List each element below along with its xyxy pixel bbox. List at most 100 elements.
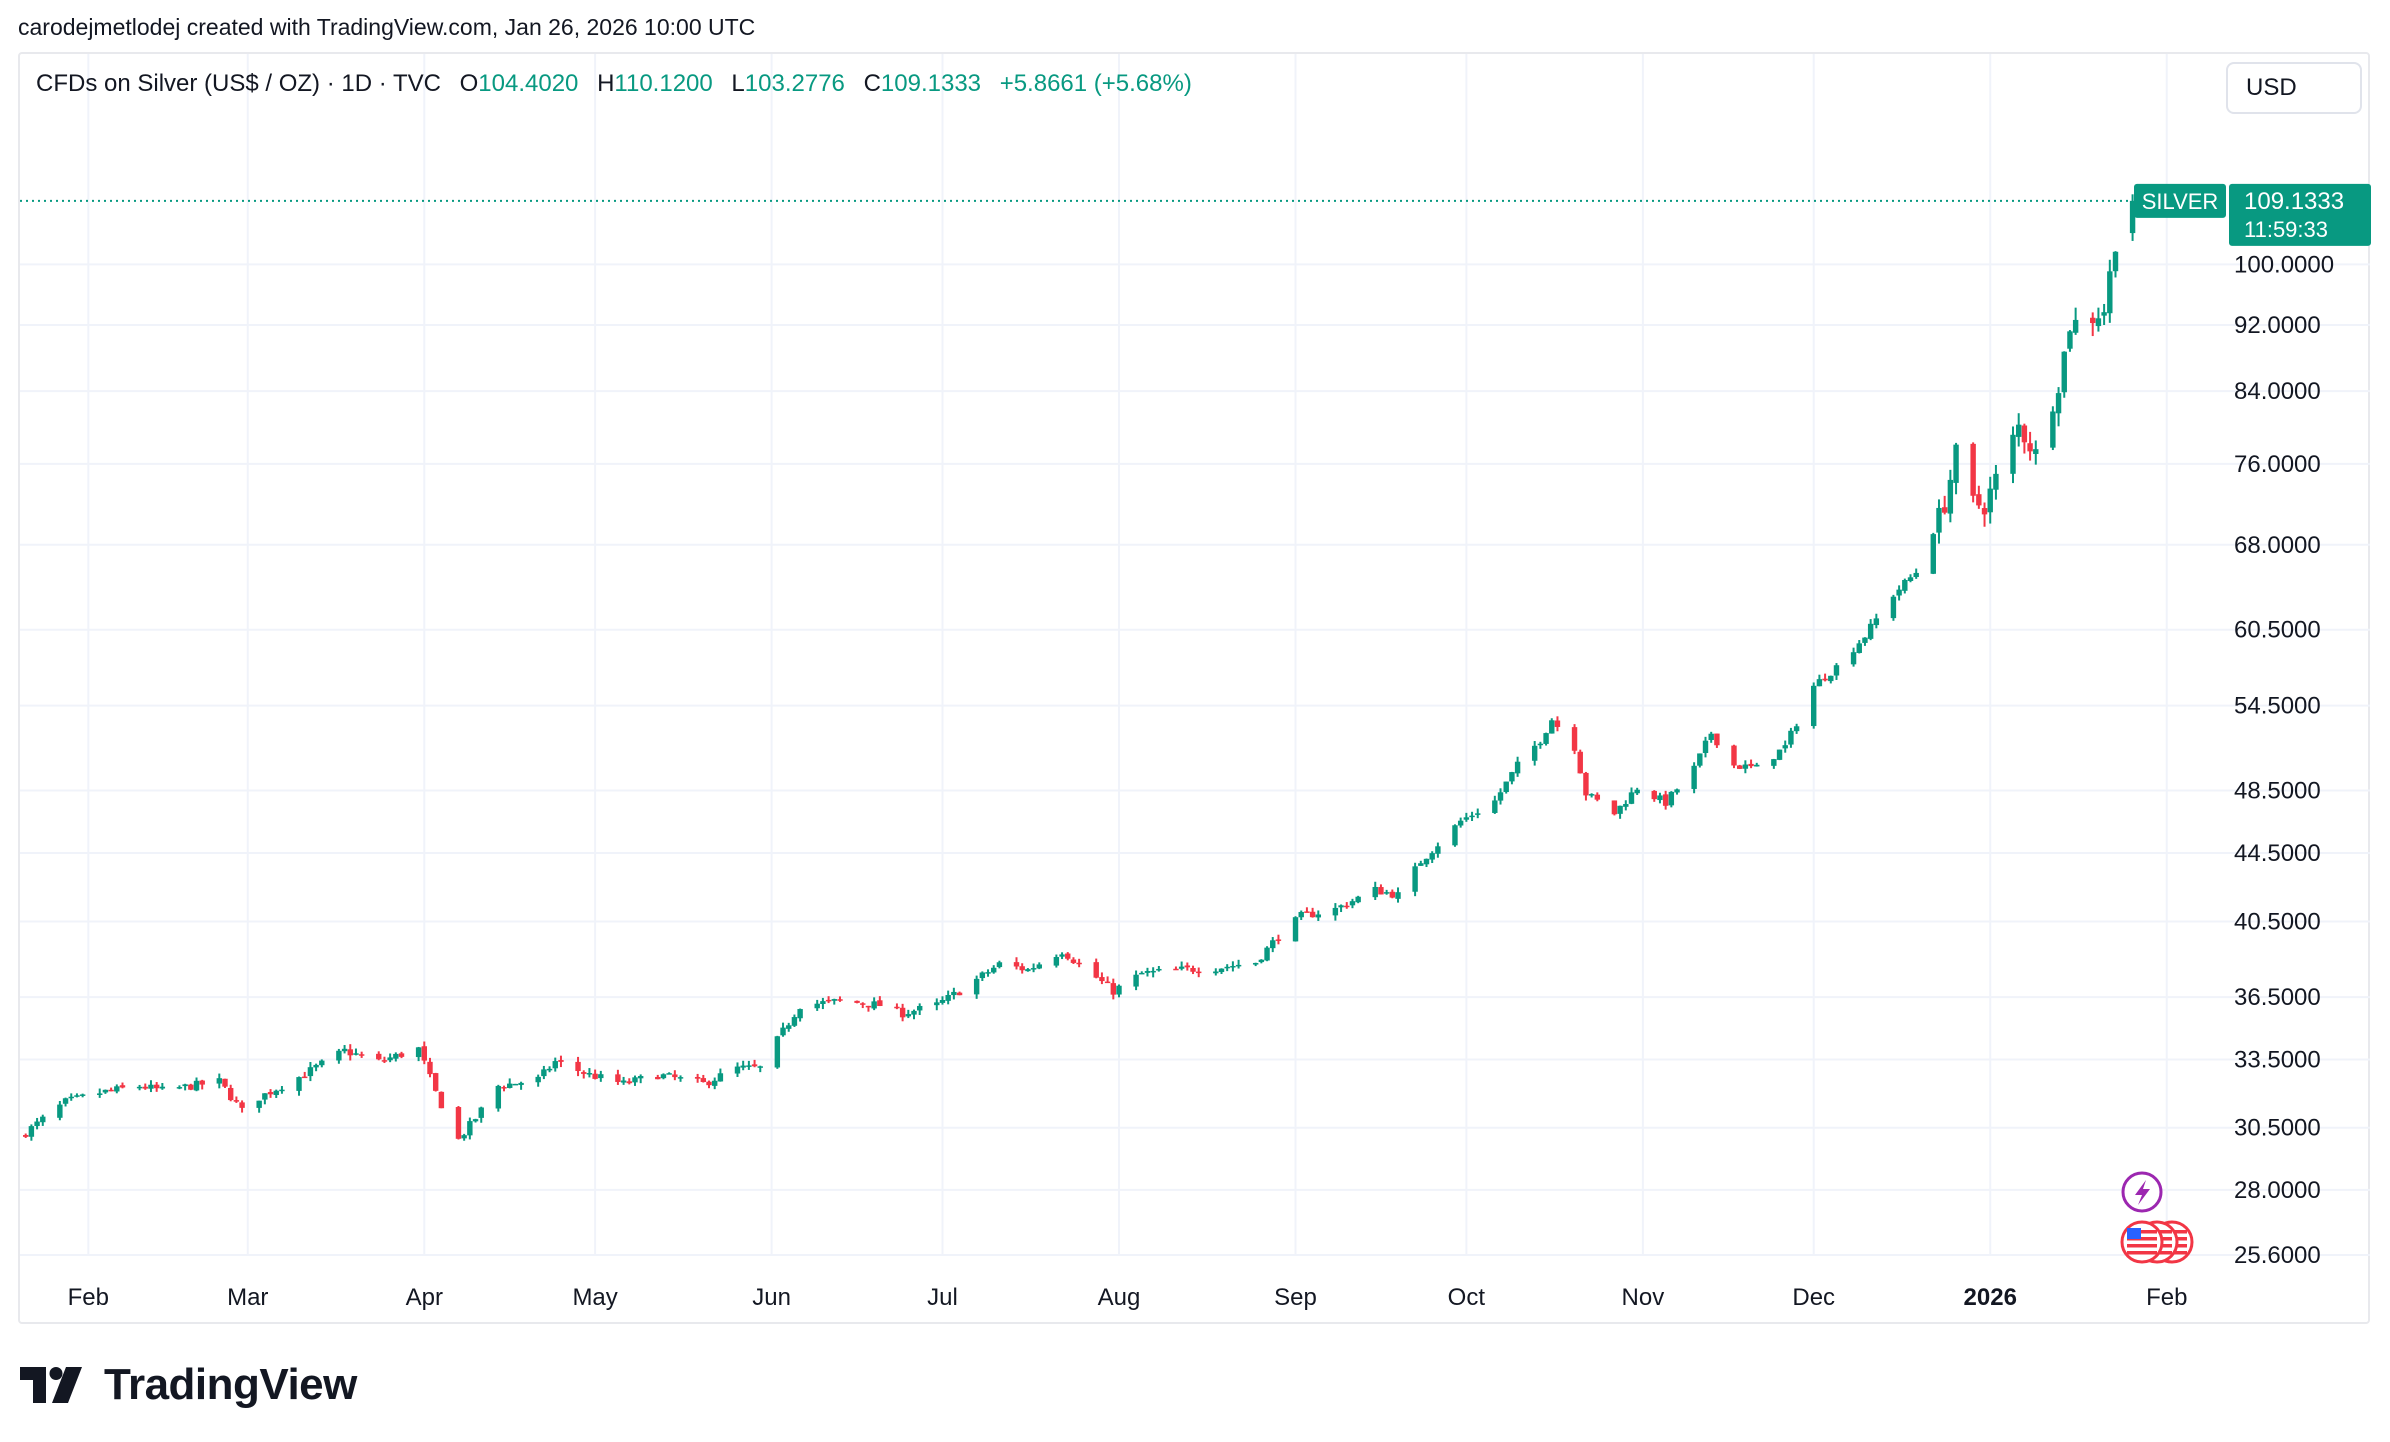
- candle-body: [1030, 968, 1037, 970]
- candle: [1816, 674, 1823, 687]
- candle: [1896, 585, 1902, 601]
- candle-body: [1736, 765, 1743, 769]
- candle-body: [1076, 962, 1082, 965]
- candle-body: [1332, 907, 1339, 916]
- candle-body: [182, 1084, 188, 1087]
- candle: [1708, 731, 1714, 743]
- candle: [774, 1035, 781, 1069]
- candle-body: [1833, 665, 1840, 676]
- tradingview-logo[interactable]: TradingView: [20, 1360, 357, 1410]
- candle: [1907, 574, 1914, 583]
- candle-body: [1178, 966, 1185, 969]
- candle: [911, 1009, 917, 1020]
- candle-body: [746, 1065, 752, 1067]
- candle-body: [1691, 765, 1697, 789]
- price-axis[interactable]: 100.0000 92.0000 84.0000 76.0000 68.0000 60.5…: [2234, 251, 2334, 1269]
- price-tag-bg: [2229, 183, 2371, 246]
- candle-body: [1463, 817, 1470, 820]
- candle-body: [575, 1061, 581, 1071]
- candlestick-chart[interactable]: 100.0000 92.0000 84.0000 76.0000 68.0000 60.5…: [0, 0, 2390, 1360]
- candle-body: [1070, 959, 1077, 963]
- candle-body: [1139, 972, 1145, 975]
- candle-body: [1503, 781, 1509, 793]
- candle: [358, 1051, 365, 1058]
- candle-body: [905, 1014, 912, 1017]
- candle-body: [518, 1082, 524, 1085]
- candle: [1053, 954, 1060, 968]
- candle-body: [894, 1006, 900, 1009]
- candle-body: [1902, 580, 1908, 591]
- candle: [347, 1044, 353, 1061]
- candle: [1309, 907, 1316, 918]
- symbol-name[interactable]: CFDs on Silver (US$ / OZ) · 1D · TVC: [36, 70, 441, 97]
- event-markers[interactable]: [2120, 1171, 2194, 1264]
- candle: [1822, 673, 1828, 682]
- candle-body: [262, 1093, 268, 1100]
- candle: [1981, 502, 1988, 527]
- candle: [877, 996, 883, 1007]
- candle: [199, 1079, 205, 1090]
- low-label: L: [731, 70, 745, 97]
- candle-body: [1657, 795, 1663, 801]
- candle: [1714, 733, 1720, 748]
- candle: [1025, 968, 1031, 972]
- candle: [1623, 800, 1629, 811]
- candle-body: [40, 1116, 46, 1123]
- time-axis[interactable]: Feb Mar Apr May Jun Jul Aug Sep Oct Nov Dec 2026 Feb: [68, 1284, 2188, 1311]
- candle: [108, 1087, 114, 1092]
- candle-body: [1116, 985, 1122, 995]
- symbol-tag-bg: [2134, 183, 2226, 218]
- candle-body: [1156, 968, 1162, 971]
- candle: [1344, 902, 1350, 909]
- candle-body: [620, 1080, 627, 1083]
- candle: [751, 1059, 758, 1068]
- candle-body: [996, 962, 1003, 968]
- candle: [672, 1070, 678, 1081]
- candle-body: [1617, 805, 1623, 814]
- candle: [535, 1074, 541, 1087]
- candle: [1475, 808, 1481, 819]
- candle: [1218, 968, 1225, 974]
- candle: [1634, 787, 1640, 795]
- candle: [2095, 307, 2102, 332]
- candle-body: [376, 1053, 382, 1060]
- candle: [415, 1046, 422, 1062]
- us-flag-icon[interactable]: [2120, 1220, 2164, 1264]
- candle: [1543, 732, 1549, 746]
- candle: [239, 1100, 245, 1113]
- candle: [581, 1070, 587, 1079]
- tradingview-logo-text: TradingView: [104, 1360, 357, 1409]
- high-label: H: [597, 70, 615, 97]
- candle-body: [2010, 434, 2016, 474]
- candle: [1349, 898, 1356, 909]
- candle-body: [991, 967, 997, 973]
- candle: [2015, 413, 2022, 447]
- candle-body: [233, 1100, 240, 1102]
- candle-body: [57, 1104, 63, 1118]
- symbol-tag-label: SILVER: [2142, 189, 2219, 214]
- candle: [1184, 962, 1191, 971]
- chart-frame[interactable]: [18, 52, 2370, 1324]
- time-tick-label: Aug: [1098, 1284, 1141, 1311]
- candle-body: [820, 1001, 826, 1005]
- candle-body: [1742, 764, 1749, 769]
- candle-body: [626, 1081, 632, 1084]
- candle-body: [398, 1053, 405, 1057]
- candle: [1065, 952, 1071, 961]
- candle-body: [1913, 572, 1919, 578]
- candle-body: [1611, 800, 1618, 815]
- candle: [2021, 423, 2028, 454]
- currency-button[interactable]: USD: [2226, 62, 2362, 114]
- candle: [746, 1060, 752, 1070]
- candle-body: [1748, 763, 1754, 767]
- candle: [1383, 889, 1390, 895]
- candle-body: [934, 1002, 940, 1006]
- candle: [1583, 771, 1589, 801]
- lightning-icon[interactable]: [2121, 1171, 2163, 1213]
- candle-body: [2067, 331, 2073, 349]
- candle: [1196, 967, 1202, 978]
- candle: [1304, 907, 1310, 913]
- candle-body: [102, 1089, 109, 1093]
- candle: [1224, 964, 1230, 972]
- candle-body: [1810, 685, 1817, 727]
